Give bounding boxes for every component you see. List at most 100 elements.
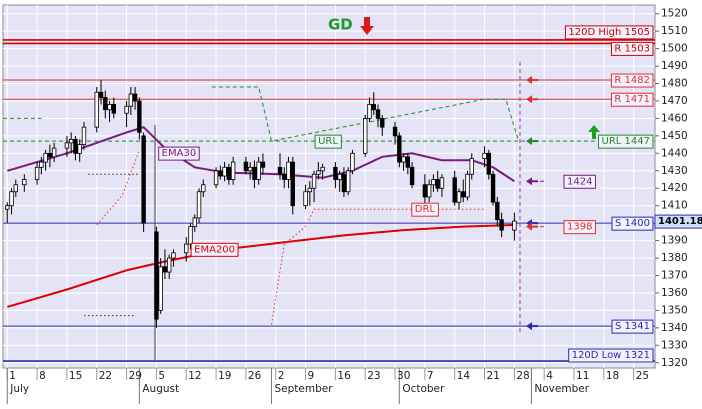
candle-body: [282, 173, 287, 180]
month-label: July: [9, 383, 29, 395]
label-box: [611, 319, 654, 334]
candle-body: [435, 179, 440, 189]
marker-arrow: [526, 177, 538, 186]
candle-body: [22, 179, 27, 186]
y-tick-label: 1370: [661, 270, 688, 282]
line-name: EMA30: [162, 148, 197, 159]
candle-body: [247, 166, 253, 172]
candle-body: [252, 166, 257, 180]
label-box: [610, 73, 654, 88]
candle-body: [218, 170, 223, 177]
x-tick-label: 12: [188, 370, 201, 382]
x-tick-label: 30: [397, 370, 410, 382]
level-label: S 1341: [615, 321, 650, 332]
candle-body: [260, 161, 266, 168]
candle-body: [311, 173, 317, 189]
month-label: September: [274, 383, 333, 395]
candle-body: [132, 93, 138, 102]
candle-body: [47, 152, 53, 158]
y-tick-label: 1460: [661, 112, 688, 124]
month-label: August: [142, 383, 179, 395]
candle-body: [439, 177, 445, 189]
y-tick-label: 1490: [661, 60, 688, 72]
y-tick-label: 1350: [661, 304, 688, 316]
marker-label: 1398: [567, 222, 592, 233]
candle-body: [94, 91, 99, 128]
line-name: EMA200: [194, 244, 235, 255]
y-tick-label: 1390: [661, 235, 688, 247]
candle-body: [422, 184, 428, 198]
candles: [5, 80, 517, 328]
indicator-line: [7, 126, 515, 183]
candle-body: [196, 191, 202, 219]
marker-label: 1424: [567, 176, 592, 187]
x-tick-label: 21: [487, 370, 500, 382]
y-tick-label: 1320: [661, 357, 688, 369]
candle-body: [371, 104, 376, 111]
candle-body: [337, 173, 342, 180]
candle-body: [39, 161, 44, 168]
candle-body: [401, 156, 406, 163]
x-tick-label: 4: [546, 370, 553, 382]
y-tick-label: 1520: [661, 8, 688, 20]
candle-body: [64, 142, 70, 149]
indicator-line: [96, 149, 140, 226]
level-arrow: [526, 322, 538, 331]
label-box: [158, 146, 200, 161]
candle-body: [184, 243, 189, 254]
candle-body: [375, 109, 381, 119]
candle-body: [350, 152, 355, 172]
x-tick-label: 18: [606, 370, 619, 382]
candle-body: [486, 152, 492, 175]
label-box: [190, 242, 239, 257]
label-box: [654, 214, 702, 229]
candle-body: [512, 220, 517, 231]
candle-body: [111, 104, 116, 114]
month-label: November: [534, 383, 589, 395]
y-tick-label: 1510: [661, 25, 688, 37]
candle-body: [316, 170, 321, 175]
label-box: [611, 216, 654, 231]
level-label: 120D Low 1321: [572, 350, 650, 361]
label-box: [598, 134, 654, 149]
candle-body: [188, 226, 193, 245]
candle-body: [405, 156, 411, 168]
candle-body: [499, 219, 504, 231]
candle-body: [154, 231, 159, 320]
up-arrow: [588, 125, 600, 139]
candle-body: [286, 161, 291, 180]
candle-body: [73, 138, 78, 154]
y-tick-label: 1430: [661, 165, 688, 177]
candle-body: [290, 161, 295, 207]
candle-body: [77, 144, 82, 154]
candle-body: [5, 205, 10, 210]
line-name: DRL: [415, 204, 436, 215]
candle-body: [201, 184, 206, 193]
level-arrow: [526, 95, 538, 104]
label-box: [610, 41, 654, 56]
candle-body: [363, 118, 368, 154]
x-tick-label: 26: [248, 370, 262, 382]
candle-body: [482, 152, 487, 159]
signal-label: GD: [328, 16, 353, 34]
candle-body: [192, 217, 197, 228]
label-box: [314, 134, 342, 149]
x-tick-label: 16: [337, 370, 351, 382]
candle-body: [303, 191, 308, 207]
candle-body: [465, 173, 470, 198]
candle-body: [103, 97, 108, 111]
candle-body: [452, 177, 457, 203]
x-tick-label: 22: [99, 370, 112, 382]
candle-body: [222, 166, 227, 177]
x-tick-label: 8: [39, 370, 46, 382]
candle-body: [230, 161, 236, 180]
candle-body: [171, 252, 176, 259]
y-tick-label: 1450: [661, 130, 688, 142]
levels: [3, 39, 655, 362]
candle-body: [137, 100, 142, 133]
x-tick-label: 14: [457, 370, 471, 382]
candle-body: [107, 104, 112, 111]
candle-body: [51, 147, 57, 158]
candle-body: [490, 173, 496, 203]
